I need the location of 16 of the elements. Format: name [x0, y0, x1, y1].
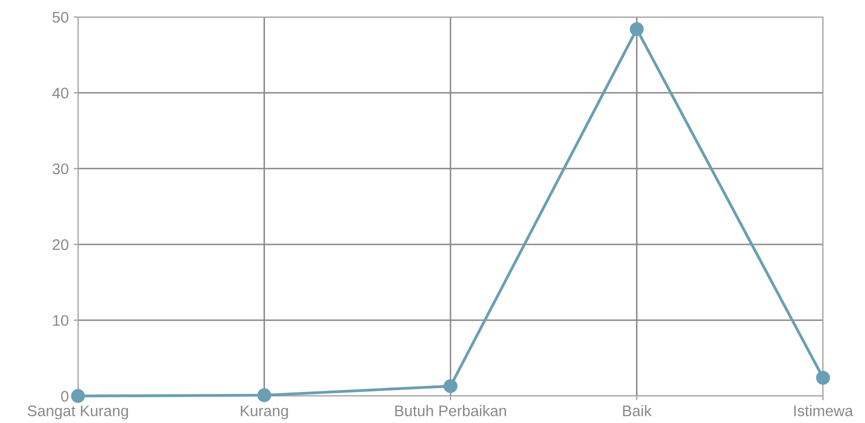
y-tick-label: 10 — [53, 315, 68, 326]
point — [816, 370, 830, 385]
y-tick-label: 40 — [52, 88, 68, 98]
y-tick-label: 0 — [61, 390, 68, 402]
x-tick-label: Istimewa — [794, 405, 854, 416]
x-tick-label: Butuh Perbaikan — [395, 405, 506, 416]
x-tick-label: Sangat Kurang — [28, 405, 128, 420]
point — [444, 379, 458, 394]
point — [630, 22, 644, 36]
y-tick-label: 20 — [52, 239, 68, 250]
y-tick-label: 50 — [52, 12, 68, 23]
x-tick-label: Baik — [623, 405, 652, 416]
point — [257, 388, 272, 402]
x-tick-label: Kurang — [240, 406, 288, 420]
point — [71, 389, 85, 403]
y-tick-label: 30 — [52, 163, 68, 174]
